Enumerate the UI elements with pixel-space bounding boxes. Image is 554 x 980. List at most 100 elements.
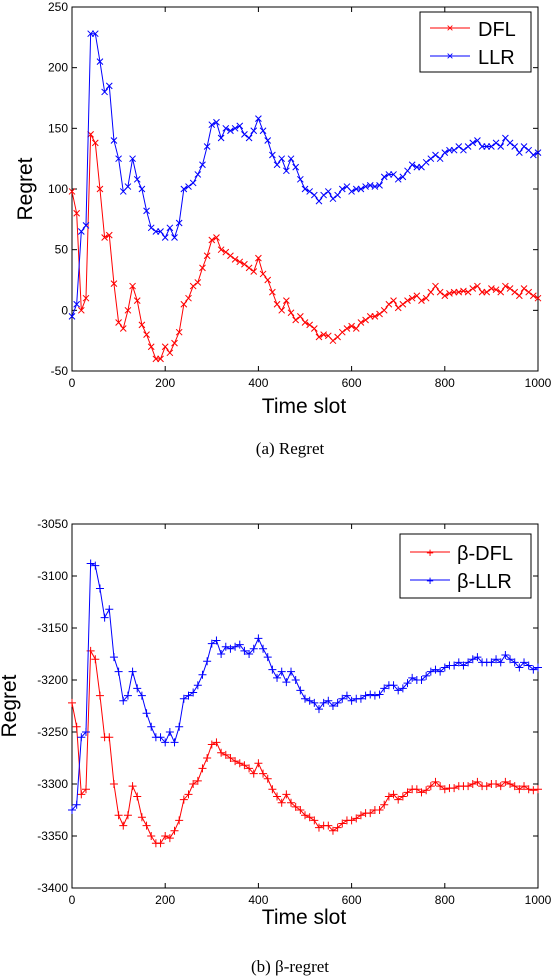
data-point-marker <box>278 155 286 163</box>
data-point-marker <box>333 823 342 832</box>
data-point-marker <box>184 691 193 700</box>
data-point-marker <box>380 173 388 181</box>
data-point-marker <box>399 300 407 308</box>
data-point-marker <box>501 651 510 660</box>
data-point-marker <box>259 127 267 135</box>
data-point-marker <box>502 282 509 290</box>
caption-b: (b) β-regret <box>251 957 329 976</box>
data-point-marker <box>143 207 150 215</box>
data-point-marker <box>524 661 533 670</box>
x-tick-label: 800 <box>435 893 455 907</box>
y-tick-label: -3050 <box>37 517 68 531</box>
data-point-marker <box>432 151 439 159</box>
data-point-marker <box>510 782 519 791</box>
data-point-marker <box>222 124 230 132</box>
data-point-marker <box>189 282 197 290</box>
data-point-marker <box>287 798 296 807</box>
data-point-marker <box>128 667 137 676</box>
data-point-marker <box>193 681 202 690</box>
data-point-marker <box>203 754 212 762</box>
data-point-marker <box>506 139 514 147</box>
data-point-marker <box>296 175 304 183</box>
data-point-marker <box>310 325 318 332</box>
data-point-marker <box>115 319 122 326</box>
data-point-marker <box>356 694 365 703</box>
data-point-marker <box>198 670 207 679</box>
x-axis-label: Time slot <box>262 906 347 929</box>
data-point-marker <box>166 349 174 357</box>
legend-label-beta-llr: β-LLR <box>457 571 512 593</box>
data-point-marker <box>404 167 411 175</box>
data-point-marker <box>203 143 211 150</box>
data-point-marker <box>175 722 184 731</box>
data-point-marker <box>436 288 444 296</box>
data-point-marker <box>180 185 188 193</box>
data-point-marker <box>338 819 347 828</box>
data-point-marker <box>100 613 109 622</box>
data-point-marker <box>370 691 379 700</box>
data-point-marker <box>101 234 108 241</box>
data-point-marker <box>189 179 197 187</box>
data-point-marker <box>259 644 268 653</box>
data-point-marker <box>207 740 216 749</box>
data-point-marker <box>199 264 206 272</box>
data-point-marker <box>105 231 113 239</box>
data-point-marker <box>269 288 276 296</box>
data-point-marker <box>175 816 184 825</box>
data-point-marker <box>217 650 226 658</box>
data-point-marker <box>227 127 234 135</box>
data-point-marker <box>436 155 444 163</box>
legend-box <box>399 533 532 599</box>
data-point-marker <box>194 171 202 178</box>
data-point-marker <box>157 355 164 363</box>
data-point-marker <box>170 826 179 835</box>
data-point-marker <box>241 131 248 138</box>
data-point-marker <box>166 224 174 232</box>
data-point-marker <box>194 279 202 286</box>
data-point-marker <box>198 764 207 773</box>
data-point-marker <box>534 149 542 156</box>
data-point-marker <box>73 209 81 217</box>
data-point-marker <box>292 316 300 324</box>
data-point-marker <box>473 777 482 786</box>
data-point-marker <box>109 653 118 662</box>
y-tick-label: -3350 <box>37 829 68 843</box>
data-point-marker <box>376 310 383 318</box>
data-point-marker <box>110 137 118 144</box>
data-point-marker <box>474 137 481 144</box>
data-point-marker <box>231 124 239 132</box>
series-layer <box>68 30 542 363</box>
y-tick-label: 250 <box>48 0 68 14</box>
data-point-marker <box>264 276 272 284</box>
x-tick-label: 600 <box>342 376 362 390</box>
data-point-marker <box>385 300 393 308</box>
y-tick-label: -3200 <box>37 673 68 687</box>
data-point-marker <box>376 182 383 189</box>
legend-label-llr: LLR <box>478 47 515 69</box>
data-point-marker <box>203 252 211 260</box>
data-point-marker <box>357 185 365 193</box>
x-tick-label: 1000 <box>525 893 552 907</box>
data-point-marker <box>441 292 449 300</box>
legend-label-dfl: DFL <box>478 19 516 41</box>
x-tick-label: 800 <box>435 376 455 390</box>
data-point-marker <box>501 777 510 786</box>
data-point-marker <box>427 155 435 163</box>
data-point-marker <box>534 663 542 672</box>
data-point-marker <box>161 832 170 840</box>
data-point-marker <box>389 790 398 799</box>
data-point-marker <box>101 88 108 96</box>
data-point-marker <box>277 798 286 807</box>
data-point-marker <box>263 774 272 783</box>
data-point-marker <box>492 286 500 294</box>
data-point-marker <box>455 143 463 150</box>
data-point-marker <box>468 780 477 788</box>
data-point-marker <box>273 300 281 308</box>
data-point-marker <box>245 650 254 658</box>
data-point-marker <box>431 777 440 786</box>
data-point-marker <box>129 155 136 163</box>
data-point-marker <box>114 667 123 676</box>
data-point-marker <box>497 143 505 150</box>
data-point-marker <box>77 306 85 314</box>
y-tick-label: -3400 <box>37 881 68 895</box>
